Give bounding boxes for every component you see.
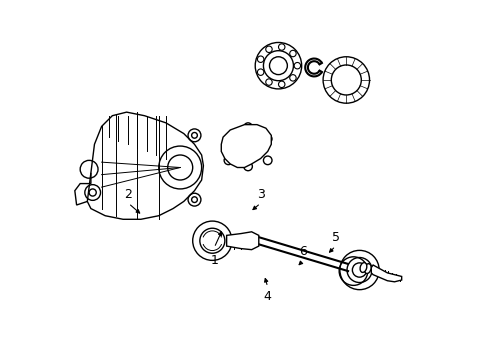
- Text: 6: 6: [299, 245, 307, 258]
- Text: 5: 5: [331, 231, 339, 244]
- Text: 1: 1: [210, 254, 218, 267]
- Text: 3: 3: [256, 188, 264, 201]
- PathPatch shape: [226, 232, 258, 249]
- PathPatch shape: [370, 265, 401, 282]
- Circle shape: [265, 79, 272, 85]
- Circle shape: [265, 46, 272, 53]
- Circle shape: [278, 81, 285, 87]
- Circle shape: [289, 50, 296, 57]
- Ellipse shape: [359, 262, 366, 273]
- Circle shape: [294, 63, 300, 69]
- Text: 4: 4: [263, 289, 271, 303]
- Text: 2: 2: [124, 188, 132, 201]
- Circle shape: [257, 56, 264, 62]
- Circle shape: [257, 69, 264, 75]
- PathPatch shape: [221, 125, 271, 167]
- Circle shape: [289, 75, 296, 81]
- Ellipse shape: [364, 264, 370, 274]
- PathPatch shape: [87, 112, 203, 219]
- Circle shape: [278, 44, 285, 50]
